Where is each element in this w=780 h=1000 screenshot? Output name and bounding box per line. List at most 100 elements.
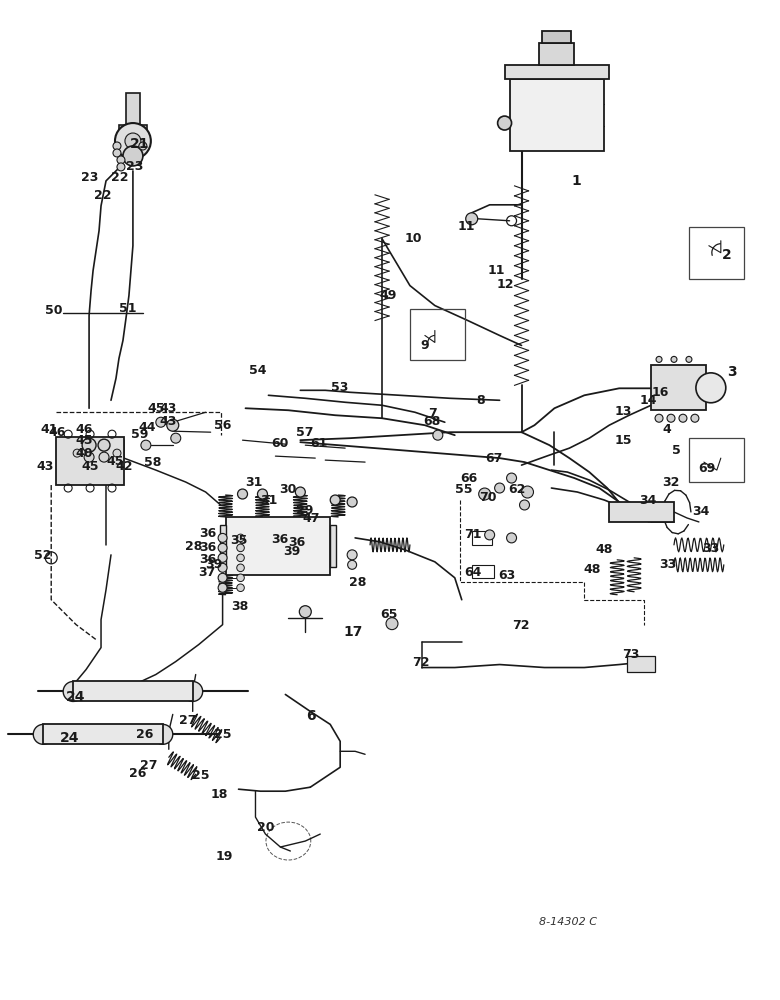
Text: 73: 73 — [622, 648, 640, 661]
Text: 63: 63 — [498, 569, 516, 582]
Text: 8: 8 — [476, 394, 484, 407]
Bar — [689, 438, 744, 482]
Text: 64: 64 — [464, 566, 482, 579]
Text: 45: 45 — [76, 434, 94, 447]
Circle shape — [237, 574, 244, 582]
Circle shape — [156, 417, 166, 427]
Circle shape — [686, 356, 692, 362]
Text: 43: 43 — [36, 460, 54, 473]
Circle shape — [237, 584, 244, 592]
Circle shape — [113, 142, 121, 150]
Text: 34: 34 — [692, 505, 710, 518]
Text: 31: 31 — [260, 494, 278, 507]
Text: 26: 26 — [136, 728, 154, 741]
Text: 36: 36 — [200, 541, 217, 554]
Circle shape — [696, 373, 726, 403]
Circle shape — [84, 452, 94, 462]
Text: 53: 53 — [331, 381, 348, 394]
Text: 39: 39 — [205, 558, 222, 571]
Text: 22: 22 — [111, 171, 128, 184]
Circle shape — [125, 133, 141, 149]
Circle shape — [506, 473, 516, 483]
Text: 71: 71 — [464, 528, 482, 541]
Circle shape — [433, 430, 443, 440]
Bar — [509, 79, 604, 151]
Circle shape — [117, 163, 125, 171]
Text: 36: 36 — [200, 553, 217, 566]
Text: 24: 24 — [66, 690, 85, 704]
Text: 57: 57 — [296, 426, 314, 439]
Circle shape — [519, 500, 530, 510]
Text: 3: 3 — [727, 365, 737, 379]
Circle shape — [218, 533, 227, 542]
Text: 15: 15 — [615, 434, 632, 447]
Text: 33: 33 — [702, 542, 720, 555]
Circle shape — [655, 414, 663, 422]
Text: 18: 18 — [211, 788, 228, 801]
Bar — [651, 365, 706, 410]
Text: 44: 44 — [139, 421, 156, 434]
Bar — [410, 309, 465, 360]
Circle shape — [679, 414, 687, 422]
Circle shape — [34, 724, 53, 744]
Circle shape — [656, 356, 662, 362]
Text: 42: 42 — [115, 460, 133, 473]
Text: 36: 36 — [271, 533, 289, 546]
Text: 59: 59 — [131, 428, 148, 441]
Bar — [119, 125, 147, 133]
Text: 6: 6 — [306, 709, 316, 723]
Text: 37: 37 — [198, 566, 215, 579]
Text: 7: 7 — [428, 407, 437, 420]
Circle shape — [218, 563, 227, 572]
Text: 41: 41 — [40, 423, 58, 436]
Text: 34: 34 — [640, 494, 657, 507]
Text: 67: 67 — [485, 452, 503, 465]
Bar — [472, 531, 491, 545]
Text: 25: 25 — [215, 728, 232, 741]
Circle shape — [348, 560, 356, 569]
Text: 61: 61 — [310, 437, 327, 450]
Text: 66: 66 — [460, 472, 477, 485]
Text: 45: 45 — [147, 402, 165, 415]
Bar — [540, 43, 574, 65]
Text: 27: 27 — [140, 759, 158, 772]
Text: 33: 33 — [660, 558, 677, 571]
Circle shape — [171, 433, 181, 443]
Text: 4: 4 — [662, 423, 671, 436]
Text: 14: 14 — [640, 394, 657, 407]
Circle shape — [296, 487, 305, 497]
Text: 36: 36 — [199, 527, 216, 540]
Bar — [73, 681, 193, 701]
Text: 23: 23 — [80, 171, 98, 184]
Text: 31: 31 — [245, 476, 263, 489]
Text: 48: 48 — [583, 563, 601, 576]
Bar — [472, 565, 494, 578]
Text: 5: 5 — [672, 444, 680, 457]
Circle shape — [522, 486, 534, 498]
Bar — [689, 227, 744, 279]
Text: 27: 27 — [179, 714, 197, 727]
Text: 28: 28 — [186, 540, 203, 553]
Bar — [220, 525, 225, 567]
Circle shape — [73, 449, 81, 457]
Circle shape — [123, 146, 143, 166]
Circle shape — [218, 583, 227, 592]
Circle shape — [113, 449, 121, 457]
Text: 58: 58 — [144, 456, 161, 469]
Text: 30: 30 — [278, 483, 296, 496]
Text: 9: 9 — [420, 339, 429, 352]
Circle shape — [237, 564, 244, 572]
Text: 40: 40 — [76, 447, 94, 460]
Text: 43: 43 — [160, 402, 177, 415]
Circle shape — [218, 543, 227, 552]
Text: 17: 17 — [344, 625, 363, 639]
Text: 72: 72 — [512, 619, 530, 632]
Circle shape — [63, 681, 83, 701]
Circle shape — [347, 550, 357, 560]
Text: 46: 46 — [48, 426, 66, 439]
Text: 19: 19 — [216, 850, 233, 863]
Text: 21: 21 — [130, 137, 150, 151]
Circle shape — [98, 439, 110, 451]
Circle shape — [218, 573, 227, 582]
Text: 65: 65 — [381, 608, 398, 621]
